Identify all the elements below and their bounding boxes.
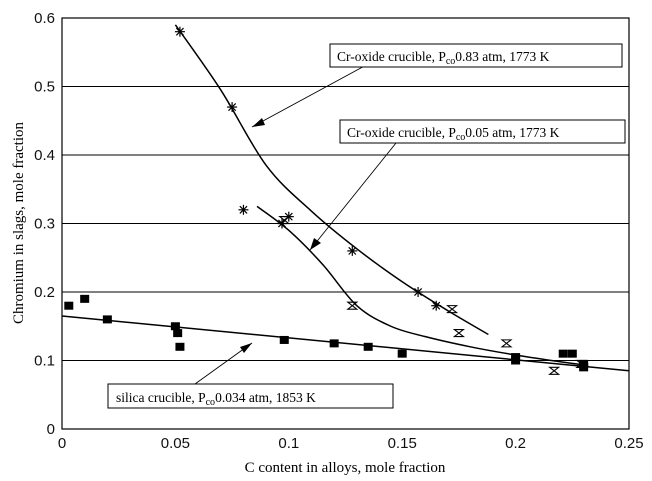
data-point bbox=[64, 301, 74, 310]
y-tick-label: 0.2 bbox=[34, 284, 55, 301]
annotation-arrow bbox=[251, 62, 371, 128]
y-tick-label: 0.3 bbox=[34, 216, 55, 233]
fit-curve-hourglass bbox=[256, 205, 589, 367]
data-point bbox=[238, 204, 249, 215]
annotation-text: silica crucible, Pco0.034 atm, 1853 K bbox=[116, 390, 316, 408]
data-point bbox=[80, 294, 90, 303]
data-point bbox=[175, 342, 185, 351]
arrowhead bbox=[310, 238, 321, 250]
data-point bbox=[548, 366, 561, 375]
data-point bbox=[431, 300, 442, 311]
arrowhead bbox=[252, 118, 265, 127]
data-point bbox=[174, 26, 185, 37]
annotation-box bbox=[107, 383, 394, 409]
y-tick-label: 0.6 bbox=[34, 10, 55, 27]
annotation-box bbox=[329, 43, 623, 68]
data-point bbox=[500, 339, 513, 348]
y-axis-label: Chromium in slags, mole fraction bbox=[11, 121, 27, 324]
x-tick-label: 0.05 bbox=[161, 435, 190, 452]
data-point bbox=[170, 322, 180, 331]
x-tick-label: 0 bbox=[58, 435, 66, 452]
fit-curve-square bbox=[61, 315, 630, 372]
x-tick-label: 0.25 bbox=[614, 435, 643, 452]
y-tick-label: 0.5 bbox=[34, 79, 55, 96]
annotation-cr-oxide-083: Cr-oxide crucible, Pco0.83 atm, 1773 K bbox=[251, 43, 623, 128]
plot-frame bbox=[61, 17, 630, 430]
x-tick-label: 0.15 bbox=[388, 435, 417, 452]
data-point bbox=[579, 363, 589, 372]
data-point bbox=[558, 349, 568, 358]
annotation-text: Cr-oxide crucible, Pco0.05 atm, 1773 K bbox=[347, 125, 560, 143]
data-point bbox=[363, 342, 373, 351]
y-tick-label: 0 bbox=[47, 421, 55, 438]
annotation-silica: silica crucible, Pco0.034 atm, 1853 K bbox=[107, 342, 394, 409]
data-point bbox=[102, 315, 112, 324]
x-axis-label: C content in alloys, mole fraction bbox=[245, 460, 446, 476]
data-point bbox=[452, 329, 466, 338]
data-point bbox=[511, 356, 521, 365]
data-point bbox=[278, 216, 291, 225]
grid-layer bbox=[62, 86, 629, 361]
tick-labels: 0 0.1 0.2 0.3 0.4 0.5 0.6 0 0.05 0.1 0.15 0.2 0.25 bbox=[34, 10, 643, 452]
data-point bbox=[173, 329, 183, 338]
annotation-cr-oxide-005: Cr-oxide crucible, Pco0.05 atm, 1773 K bbox=[309, 119, 626, 251]
data-point bbox=[397, 349, 407, 358]
y-tick-label: 0.1 bbox=[34, 353, 55, 370]
data-points bbox=[64, 26, 589, 375]
x-tick-label: 0.2 bbox=[505, 435, 526, 452]
x-tick-label: 0.1 bbox=[278, 435, 299, 452]
fit-curve-asterisk bbox=[174, 24, 489, 336]
data-point bbox=[567, 349, 577, 358]
data-point bbox=[329, 339, 339, 348]
annotation-arrow bbox=[309, 142, 397, 251]
annotation-box bbox=[339, 119, 626, 144]
annotation-text: Cr-oxide crucible, Pco0.83 atm, 1773 K bbox=[337, 49, 550, 67]
data-point bbox=[347, 245, 358, 256]
data-point bbox=[279, 335, 289, 344]
arrowhead bbox=[240, 343, 252, 353]
data-point bbox=[227, 102, 238, 113]
data-point bbox=[413, 287, 424, 297]
y-tick-label: 0.4 bbox=[34, 147, 55, 164]
data-point bbox=[445, 305, 459, 314]
data-point bbox=[346, 301, 359, 310]
